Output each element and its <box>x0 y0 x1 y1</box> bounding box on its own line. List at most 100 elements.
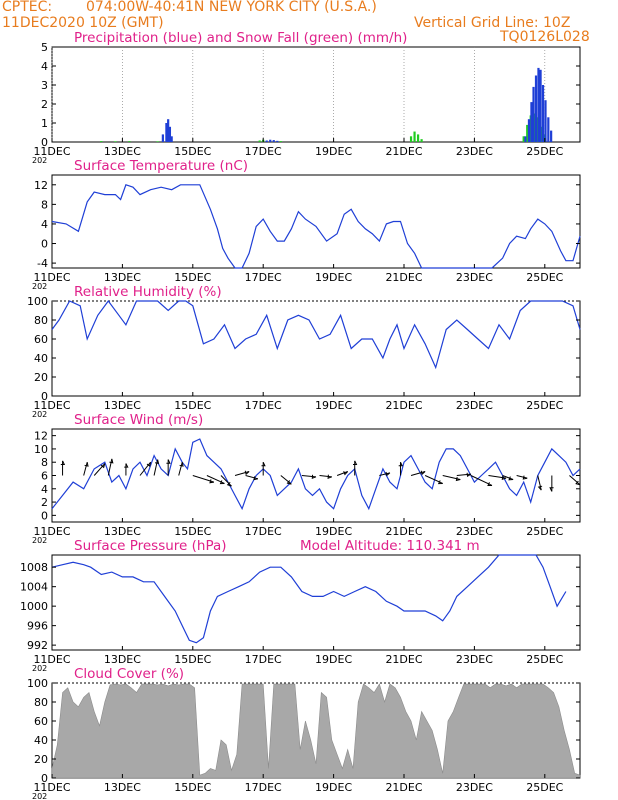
wind-vector-head <box>466 472 472 478</box>
rain-bar <box>530 102 533 142</box>
rh-xtick-label: 21DEC <box>385 399 422 412</box>
wind-series-line <box>51 438 581 511</box>
model-run-label: 11DEC2020 10Z (GMT) <box>2 15 164 31</box>
wind-xtick-label: 23DEC <box>456 525 493 538</box>
rain-bar <box>550 130 553 142</box>
rh-ytick-label: 80 <box>34 314 48 327</box>
temp-xtick-label: 15DEC <box>174 271 211 284</box>
temp-xtick-label: 11DEC <box>33 271 70 284</box>
snow-bar <box>128 141 131 142</box>
pressure-series-line <box>51 554 567 644</box>
wind-ytick-label: 10 <box>34 443 48 456</box>
cloud-xtick-label: 19DEC <box>315 781 352 794</box>
wind-vector <box>280 475 292 485</box>
wind-year-stub: 202 <box>32 536 47 545</box>
wind-xtick-label: 19DEC <box>315 525 352 538</box>
precip-xtick-label: 19DEC <box>315 145 352 158</box>
rh-year-stub: 202 <box>32 410 47 419</box>
rain-bar <box>170 136 173 142</box>
precip-xtick-label: 21DEC <box>385 145 422 158</box>
precip-ytick-label: 3 <box>41 79 48 92</box>
wind-vector-head <box>154 459 160 465</box>
wind-vector-head <box>522 475 528 480</box>
precip-xtick-label: 11DEC <box>33 145 70 158</box>
temp-ytick-label: 8 <box>41 198 48 211</box>
cloud-ytick-label: 60 <box>34 715 48 728</box>
wind-ytick-label: 12 <box>34 430 48 443</box>
wind-vector <box>139 461 151 476</box>
wind-ytick-label: 0 <box>41 509 48 522</box>
wind-ytick-label: 4 <box>41 483 48 496</box>
pressure-xtick-label: 17DEC <box>245 653 282 666</box>
wind-vector-head <box>537 485 543 491</box>
wind-vector <box>502 475 514 480</box>
wind-vector-head <box>420 470 426 476</box>
wind-vector-head <box>84 462 89 467</box>
rain-bar <box>161 134 164 142</box>
wind-xtick-label: 25DEC <box>526 525 563 538</box>
wind-vector-head <box>343 471 349 476</box>
rh-ytick-label: 40 <box>34 352 48 365</box>
wind-vector-head <box>100 463 106 469</box>
pressure-ytick-label: 996 <box>27 620 48 633</box>
wind-title: Surface Wind (m/s) <box>74 412 203 428</box>
wind-vector <box>516 475 528 479</box>
snow-bar <box>413 131 416 142</box>
wind-vector-head <box>353 460 358 465</box>
rh-xtick-label: 23DEC <box>456 399 493 412</box>
wind-vector <box>537 475 542 491</box>
vertical-grid-note: Vertical Grid Line: 10Z <box>414 15 571 31</box>
temp-ytick-label: 0 <box>41 238 48 251</box>
wind-vector-head <box>327 474 332 479</box>
wind-vector <box>456 473 471 476</box>
rain-bar <box>272 140 275 142</box>
cloud-ytick-label: 0 <box>41 772 48 785</box>
wind-vector <box>220 475 232 487</box>
wind-vector <box>336 471 348 476</box>
wind-xtick-label: 15DEC <box>174 525 211 538</box>
location-label: 074:00W-40:41N NEW YORK CITY (U.S.A.) <box>86 0 377 15</box>
wind-vector-head <box>219 480 225 485</box>
temp-title: Surface Temperature (nC) <box>74 158 248 174</box>
wind-vector-head <box>311 474 317 479</box>
cloud-xtick-label: 23DEC <box>456 781 493 794</box>
precip-frame <box>51 46 581 143</box>
pressure-ytick-label: 1000 <box>20 600 48 613</box>
wind-vector-head <box>244 470 250 476</box>
wind-vector-head <box>487 482 492 486</box>
chart-header: CPTEC: 074:00W-40:41N NEW YORK CITY (U.S… <box>0 0 618 48</box>
wind-ytick-label: 6 <box>41 470 48 483</box>
cloud-xtick-label: 11DEC <box>33 781 70 794</box>
temp-xtick-label: 25DEC <box>526 271 563 284</box>
rain-bar <box>165 123 168 142</box>
snow-bar <box>526 124 529 142</box>
wind-vector <box>245 475 259 480</box>
rain-bar <box>527 119 531 142</box>
snow-bar <box>420 139 423 142</box>
pressure-xtick-label: 23DEC <box>456 653 493 666</box>
snow-bar <box>100 141 103 142</box>
wind-vector <box>410 471 426 476</box>
pressure-year-stub: 202 <box>32 664 47 673</box>
wind-vector-head <box>109 458 114 464</box>
cloud-ytick-label: 80 <box>34 696 48 709</box>
wind-vector-head <box>179 462 184 467</box>
pressure-title: Surface Pressure (hPa) <box>74 538 227 554</box>
pressure-ytick-label: 992 <box>27 639 48 652</box>
rh-xtick-label: 15DEC <box>174 399 211 412</box>
rain-bar <box>539 69 542 142</box>
cloud-xtick-label: 21DEC <box>385 781 422 794</box>
temp-xtick-label: 17DEC <box>245 271 282 284</box>
temp-year-stub: 202 <box>32 282 47 291</box>
temp-xtick-label: 19DEC <box>315 271 352 284</box>
rain-bar <box>544 100 547 142</box>
precip-ytick-label: 1 <box>41 117 48 130</box>
pressure-ytick-label: 1008 <box>20 561 48 574</box>
cloud-ytick-label: 100 <box>27 677 48 690</box>
snow-bar <box>279 141 282 142</box>
rh-xtick-label: 17DEC <box>245 399 282 412</box>
rain-bar <box>167 119 170 142</box>
rh-ytick-label: 60 <box>34 333 48 346</box>
precip-ytick-label: 4 <box>41 60 48 73</box>
